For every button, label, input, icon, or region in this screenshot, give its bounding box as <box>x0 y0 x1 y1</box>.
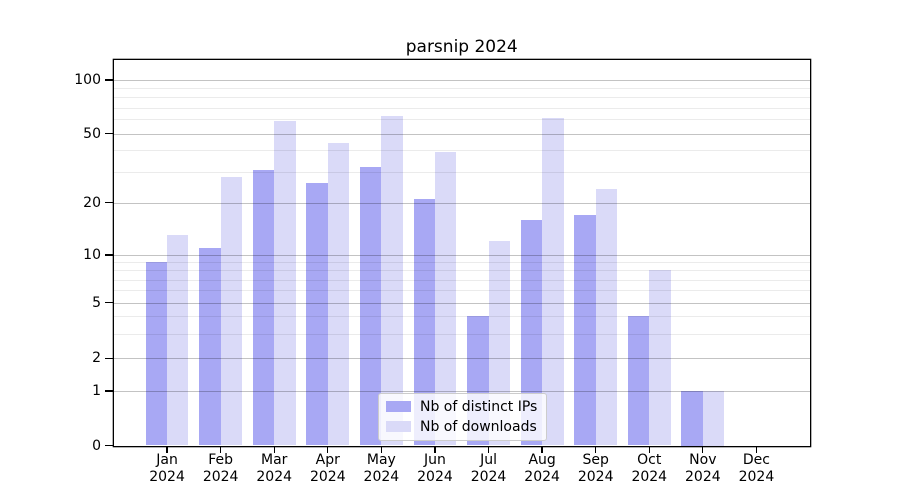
bar-downloads-mar <box>274 120 296 446</box>
bar-downloads-feb <box>220 177 243 446</box>
x-tick-mark <box>220 446 222 453</box>
bar-distinct-ips-mar <box>252 169 275 446</box>
bar-downloads-jan <box>167 235 189 446</box>
legend: Nb of distinct IPs Nb of downloads <box>378 393 548 441</box>
major-gridline <box>113 302 810 304</box>
y-tick-mark <box>105 202 113 204</box>
x-tick-label: Jun 2024 <box>417 452 453 485</box>
y-tick-mark <box>105 79 113 81</box>
bar-distinct-ips-jun <box>413 199 435 446</box>
x-tick-label: Jul 2024 <box>470 452 507 485</box>
x-tick-mark <box>702 446 704 453</box>
bar-distinct-ips-apr <box>306 182 328 446</box>
x-tick-mark <box>648 446 650 453</box>
x-tick-mark <box>380 446 383 453</box>
bar-distinct-ips-feb <box>199 247 221 446</box>
minor-gridline <box>113 270 810 272</box>
legend-swatch-distinct-ips <box>386 401 411 412</box>
bar-distinct-ips-nov <box>681 391 703 446</box>
bar-downloads-nov <box>702 391 725 446</box>
bar-downloads-may <box>381 115 403 446</box>
minor-gridline <box>113 262 810 264</box>
plot-area <box>113 60 810 446</box>
x-tick-label: Aug 2024 <box>524 452 560 485</box>
x-tick-mark <box>166 446 168 453</box>
minor-gridline <box>113 119 810 121</box>
chart-title: parsnip 2024 <box>405 37 518 57</box>
x-tick-mark <box>434 446 436 453</box>
x-tick-label: Feb 2024 <box>202 452 239 485</box>
major-gridline <box>113 80 810 81</box>
minor-gridline <box>113 290 810 292</box>
legend-swatch-downloads <box>386 421 411 432</box>
x-tick-label: Jan 2024 <box>149 452 185 485</box>
y-tick-mark <box>105 444 113 447</box>
major-gridline <box>113 255 810 256</box>
y-tick-label: 2 <box>92 350 101 367</box>
y-tick-mark <box>105 254 113 256</box>
x-tick-label: Sep 2024 <box>577 452 614 485</box>
bar-distinct-ips-aug <box>520 219 543 446</box>
bar-distinct-ips-jan <box>145 262 168 446</box>
x-tick-mark <box>595 446 597 453</box>
bar-distinct-ips-sep <box>574 214 596 446</box>
bar-distinct-ips-may <box>359 167 382 446</box>
x-tick-label: Apr 2024 <box>309 452 346 485</box>
x-tick-label: Mar 2024 <box>256 452 293 485</box>
minor-gridline <box>113 88 810 90</box>
minor-gridline <box>113 279 810 281</box>
x-tick-mark <box>755 446 758 453</box>
y-tick-mark <box>105 132 113 135</box>
bar-downloads-aug <box>542 118 564 446</box>
legend-item: Nb of downloads <box>386 418 537 435</box>
bar-distinct-ips-oct <box>627 316 650 446</box>
y-tick-label: 20 <box>83 194 101 211</box>
y-tick-mark <box>105 357 113 359</box>
minor-gridline <box>113 333 810 335</box>
x-tick-mark <box>327 446 329 453</box>
minor-gridline <box>113 150 810 152</box>
bar-downloads-oct <box>649 270 671 446</box>
x-tick-label: Nov 2024 <box>685 452 721 485</box>
y-tick-label: 5 <box>92 294 101 311</box>
minor-gridline <box>113 97 810 99</box>
bar-downloads-apr <box>327 143 350 446</box>
y-tick-label: 1 <box>92 383 101 399</box>
x-tick-mark <box>273 446 275 453</box>
y-tick-label: 0 <box>92 437 101 454</box>
x-tick-label: Oct 2024 <box>631 452 668 485</box>
bar-downloads-sep <box>595 188 618 446</box>
major-gridline <box>113 391 810 392</box>
x-tick-label: Dec 2024 <box>738 452 775 485</box>
major-gridline <box>113 358 810 360</box>
x-tick-label: May 2024 <box>363 452 400 485</box>
minor-gridline <box>113 107 810 109</box>
y-tick-mark <box>105 390 113 392</box>
y-tick-mark <box>105 302 113 304</box>
minor-gridline <box>113 172 810 174</box>
bar-downloads-jun <box>434 152 457 446</box>
legend-label: Nb of distinct IPs <box>420 398 538 415</box>
x-tick-mark <box>487 446 490 453</box>
y-tick-label: 10 <box>83 247 101 263</box>
major-gridline <box>113 133 810 135</box>
major-gridline <box>113 202 810 204</box>
legend-item: Nb of distinct IPs <box>386 398 537 415</box>
y-tick-label: 50 <box>83 125 101 142</box>
minor-gridline <box>113 316 810 318</box>
y-tick-label: 100 <box>74 72 101 88</box>
x-tick-mark <box>541 446 543 453</box>
legend-label: Nb of downloads <box>420 418 537 435</box>
